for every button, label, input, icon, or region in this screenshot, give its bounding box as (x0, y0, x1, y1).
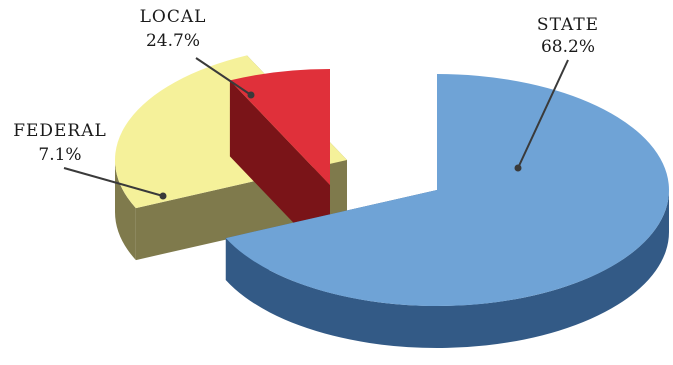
slice-local-side (115, 160, 136, 261)
slice-federal (229, 69, 330, 261)
slice-state-top (225, 74, 669, 306)
leader-line-local (195, 57, 252, 96)
label-state-value: 68.2% (541, 37, 595, 57)
leader-line-state (517, 59, 569, 169)
pie-slices (114, 55, 669, 349)
slice-state-side (225, 190, 669, 349)
leader-dot-local (247, 91, 255, 99)
leader-dot-federal (159, 192, 167, 200)
slice-state (225, 74, 669, 349)
leader-lines (63, 57, 569, 200)
leader-dot-state (514, 164, 522, 172)
label-federal-value: 7.1% (38, 145, 81, 165)
slice-federal-face-0 (229, 80, 330, 261)
label-local-name: LOCAL (140, 7, 207, 27)
slice-federal-top (229, 69, 330, 185)
label-federal-name: FEDERAL (13, 121, 107, 141)
label-state-name: STATE (537, 15, 599, 35)
leader-line-federal (63, 167, 164, 197)
label-local-value: 24.7% (146, 31, 200, 51)
data-labels: STATE 68.2% LOCAL 24.7% FEDERAL 7.1% (13, 7, 599, 165)
